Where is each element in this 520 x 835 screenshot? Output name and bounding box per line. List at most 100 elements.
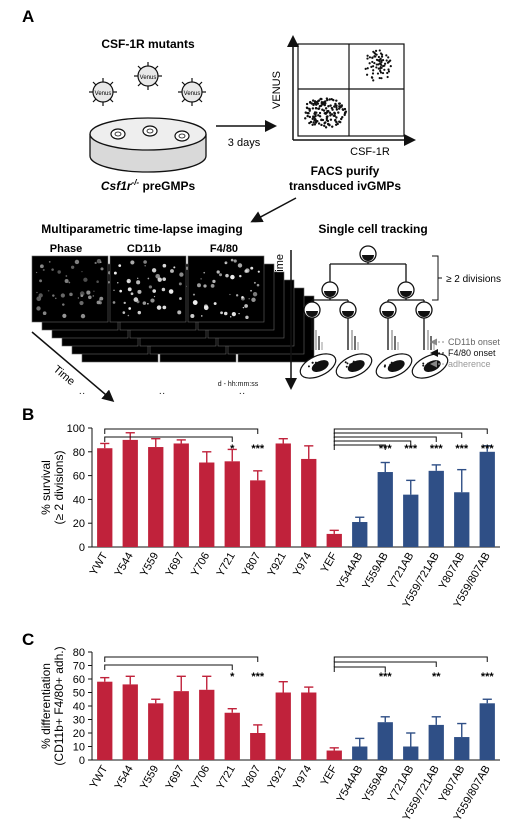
facs-dot bbox=[318, 111, 322, 115]
cell-speck bbox=[252, 291, 258, 297]
granule bbox=[389, 363, 392, 366]
tracking-title: Single cell tracking bbox=[318, 222, 427, 236]
bar bbox=[275, 443, 291, 547]
cell-speck bbox=[55, 297, 57, 300]
bar bbox=[352, 522, 368, 547]
panel-c-letter: C bbox=[22, 630, 34, 649]
divisions-label: ≥ 2 divisions bbox=[446, 274, 501, 285]
facs-dot bbox=[377, 63, 380, 66]
facs-dot bbox=[344, 110, 348, 113]
cell-speck bbox=[200, 315, 203, 317]
ellipsis-mark: ·· bbox=[79, 388, 86, 399]
x-tick-label: YWT bbox=[88, 550, 111, 577]
facs-dot bbox=[332, 114, 335, 117]
facs-dot bbox=[325, 115, 329, 118]
cell-speck bbox=[130, 260, 135, 265]
bar bbox=[479, 703, 495, 760]
cell-speck bbox=[81, 271, 83, 273]
facs-dot bbox=[379, 52, 383, 55]
facs-dot bbox=[378, 49, 381, 52]
cell-speck bbox=[126, 278, 131, 284]
bar bbox=[250, 733, 266, 760]
y-tick-label: 20 bbox=[73, 728, 85, 740]
cell-speck bbox=[161, 287, 166, 292]
cell-speck bbox=[241, 296, 245, 301]
cell-speck bbox=[47, 289, 50, 292]
cell-speck bbox=[179, 272, 184, 277]
bar bbox=[148, 703, 164, 760]
facs-dot bbox=[366, 57, 369, 60]
cell-speck bbox=[147, 277, 150, 280]
facs-dot bbox=[378, 58, 381, 61]
x-tick-label: Y921 bbox=[266, 764, 289, 792]
y-tick-label: 60 bbox=[73, 471, 85, 483]
facs-dot bbox=[304, 111, 307, 114]
granule bbox=[345, 365, 348, 368]
cell-speck bbox=[143, 260, 147, 264]
cell-speck bbox=[178, 282, 182, 286]
facs-dot bbox=[375, 58, 379, 61]
facs-dot bbox=[378, 76, 381, 80]
bar bbox=[301, 692, 317, 760]
cell-speck bbox=[223, 311, 228, 316]
significance-marker: *** bbox=[251, 671, 265, 683]
y-axis-label-2: (≥ 2 divisions) bbox=[52, 451, 66, 525]
y-tick-label: 0 bbox=[79, 542, 85, 554]
x-tick-label: Y697 bbox=[164, 764, 187, 792]
x-tick-label: Y921 bbox=[266, 551, 289, 579]
facs-dot bbox=[379, 67, 382, 70]
cell-speck bbox=[203, 304, 208, 309]
facs-plot: VENUS CSF-1R FACS purify transduced ivGM… bbox=[271, 35, 416, 193]
cell-speck bbox=[35, 271, 38, 274]
x-tick-label: Y974 bbox=[291, 764, 314, 792]
facs-dot bbox=[331, 125, 334, 128]
cell-speck bbox=[64, 279, 69, 284]
comparison-bracket bbox=[333, 432, 463, 438]
granule bbox=[352, 360, 355, 363]
facs-dot bbox=[379, 71, 383, 74]
facs-dot bbox=[323, 121, 326, 125]
facs-dot bbox=[380, 55, 384, 58]
facs-dot bbox=[335, 108, 339, 111]
cell-speck bbox=[190, 313, 195, 319]
panel-b-letter: B bbox=[22, 405, 34, 424]
mutants-title: CSF-1R mutants bbox=[101, 37, 195, 51]
significance-marker: *** bbox=[481, 443, 495, 455]
y-tick-label: 50 bbox=[73, 688, 85, 700]
cell-speck bbox=[36, 296, 42, 302]
facs-dot bbox=[385, 54, 388, 57]
facs-dot bbox=[314, 119, 318, 123]
significance-marker: ** bbox=[432, 671, 441, 683]
time-lapse-image-stack: ·· ·· ·· bbox=[31, 255, 315, 399]
cell-speck bbox=[156, 305, 162, 310]
facs-dot bbox=[311, 107, 315, 110]
legend-cd11b-onset: CD11b onset bbox=[448, 337, 500, 347]
bar bbox=[224, 712, 240, 760]
bar bbox=[326, 533, 342, 547]
facs-dot bbox=[321, 118, 325, 122]
granule bbox=[384, 364, 387, 367]
legend-adherence: adherence bbox=[448, 359, 491, 369]
cell-speck bbox=[151, 268, 157, 273]
facs-dot bbox=[379, 69, 382, 72]
comparison-bracket bbox=[333, 444, 386, 450]
time-arrow bbox=[31, 331, 115, 402]
bar bbox=[428, 470, 444, 547]
facs-dot bbox=[318, 105, 322, 108]
cell-speck bbox=[99, 296, 104, 301]
comparison-bracket bbox=[104, 428, 259, 434]
bar bbox=[377, 722, 393, 760]
cell-speck bbox=[162, 277, 166, 281]
facs-dot bbox=[335, 116, 338, 119]
virus-label: Venus bbox=[184, 91, 201, 97]
granule bbox=[422, 364, 425, 367]
bar bbox=[173, 443, 189, 547]
granule bbox=[422, 362, 425, 365]
bar bbox=[403, 494, 419, 547]
significance-marker: *** bbox=[455, 443, 469, 455]
cell-speck bbox=[170, 269, 174, 273]
facs-dot bbox=[322, 109, 326, 112]
x-tick-label: Y721 bbox=[215, 764, 238, 792]
x-tick-label: Y721 bbox=[215, 551, 238, 579]
